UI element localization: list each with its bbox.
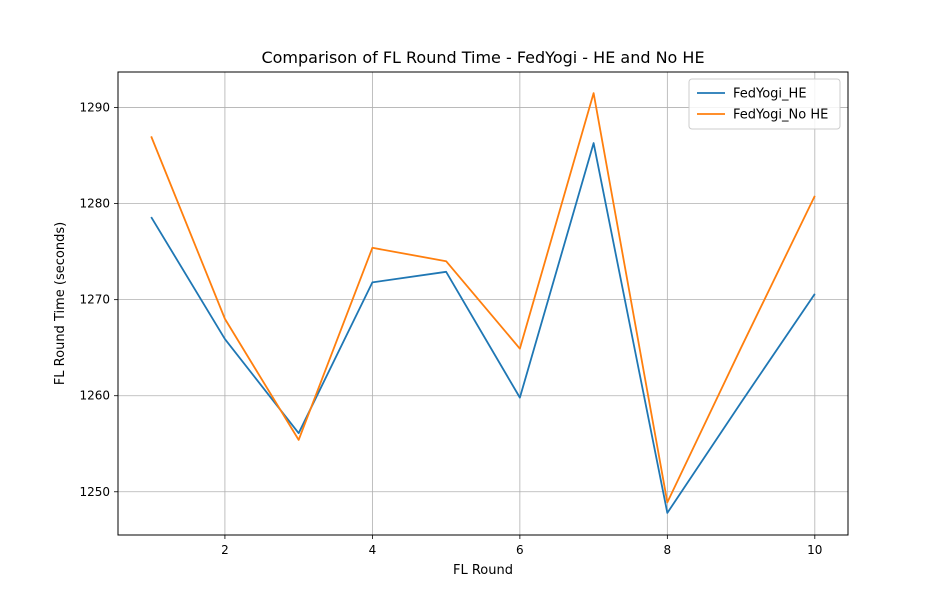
x-tick-label: 8 [664,543,672,557]
series-line-fedyogi-he [150,142,816,514]
chart-title: Comparison of FL Round Time - FedYogi - … [261,48,704,67]
plot-frame [117,71,849,536]
y-tick-label: 1260 [79,389,110,403]
series-layer [150,92,816,514]
y-tick-label: 1280 [79,197,110,211]
y-tick-label: 1250 [79,485,110,499]
x-tick-label: 6 [516,543,524,557]
legend: FedYogi_HE FedYogi_No HE [688,78,841,130]
y-axis-label: FL Round Time (seconds) [53,222,68,385]
legend-label: FedYogi_No HE [733,108,828,123]
x-tick-label: 10 [807,543,822,557]
x-tick-label: 4 [369,543,377,557]
legend-box [688,78,841,130]
x-tick-label: 2 [221,543,229,557]
tick-layer: 2 4 6 8 10 1250 1260 1270 1280 1290 [79,101,822,557]
y-tick-label: 1270 [79,293,110,307]
y-tick-label: 1290 [79,101,110,115]
series-line-fedyogi-no-he [150,92,816,504]
x-axis-label: FL Round [453,563,513,578]
legend-label: FedYogi_HE [733,87,807,102]
